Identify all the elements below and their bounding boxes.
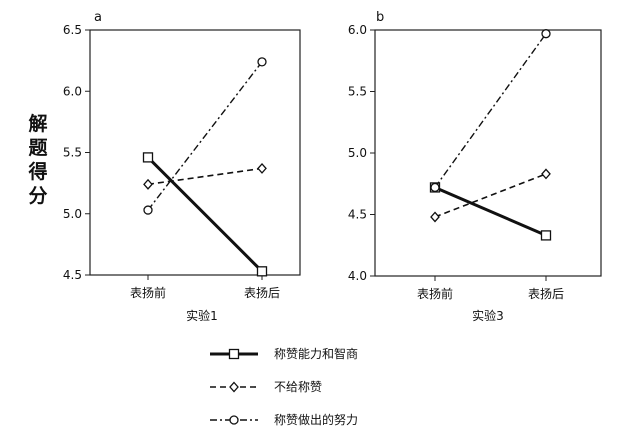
y-tick-label: 6.5 [63, 23, 82, 37]
data-point [143, 178, 153, 190]
y-tick-label: 5.5 [348, 85, 367, 99]
y-tick-label: 6.0 [63, 84, 82, 98]
x-axis-label-a: 实验1 [186, 308, 218, 323]
series-line [434, 186, 547, 237]
data-point [430, 211, 440, 223]
data-point [256, 266, 268, 277]
x-tick-label: 表扬前 [130, 285, 166, 300]
data-point [541, 29, 551, 39]
y-tick-label: 5.5 [63, 146, 82, 160]
y-axis-label-char: 题 [28, 137, 47, 159]
data-point [143, 205, 153, 215]
y-axis-label-char: 得 [27, 160, 47, 183]
x-tick-label: 表扬后 [244, 285, 280, 300]
data-point [257, 57, 267, 67]
legend-marker [228, 348, 240, 360]
series-line [146, 156, 264, 273]
chart-panel-a: a 实验1 4.5 5.0 5.5 6.0 6.5 表扬前 表扬后 [63, 10, 301, 323]
plot-frame-a [89, 29, 301, 276]
y-axis-label-char: 分 [28, 185, 47, 207]
y-tick-label: 4.5 [63, 268, 82, 282]
panel-label-a: a [94, 10, 102, 25]
plot-frame-b [374, 29, 602, 277]
y-tick-label: 5.0 [63, 207, 82, 221]
data-point [430, 182, 440, 193]
panel-label-b: b [376, 10, 384, 25]
legend-label: 称赞做出的努力 [274, 412, 358, 427]
data-point [540, 230, 552, 241]
x-tick-label: 表扬前 [417, 286, 453, 301]
legend-marker [229, 381, 239, 393]
y-tick-label: 4.0 [348, 269, 367, 283]
y-tick-label: 4.5 [348, 208, 367, 222]
data-point [541, 168, 551, 180]
x-tick-label: 表扬后 [528, 286, 564, 301]
legend-marker [229, 415, 239, 425]
legend-label: 不给称赞 [274, 380, 322, 394]
data-point [142, 152, 154, 163]
y-axis-label-char: 解 [28, 112, 47, 135]
legend-label: 称赞能力和智商 [274, 346, 358, 361]
series-line [434, 33, 547, 188]
y-tick-label: 6.0 [348, 23, 367, 37]
x-axis-label-b: 实验3 [472, 308, 504, 323]
data-point [257, 162, 267, 174]
series-line [147, 61, 263, 211]
series-line [147, 167, 263, 186]
chart-panel-b: b 实验3 4.0 4.5 5.0 5.5 6.0 表扬前 表扬后 [348, 10, 602, 323]
y-tick-label: 5.0 [348, 146, 367, 160]
